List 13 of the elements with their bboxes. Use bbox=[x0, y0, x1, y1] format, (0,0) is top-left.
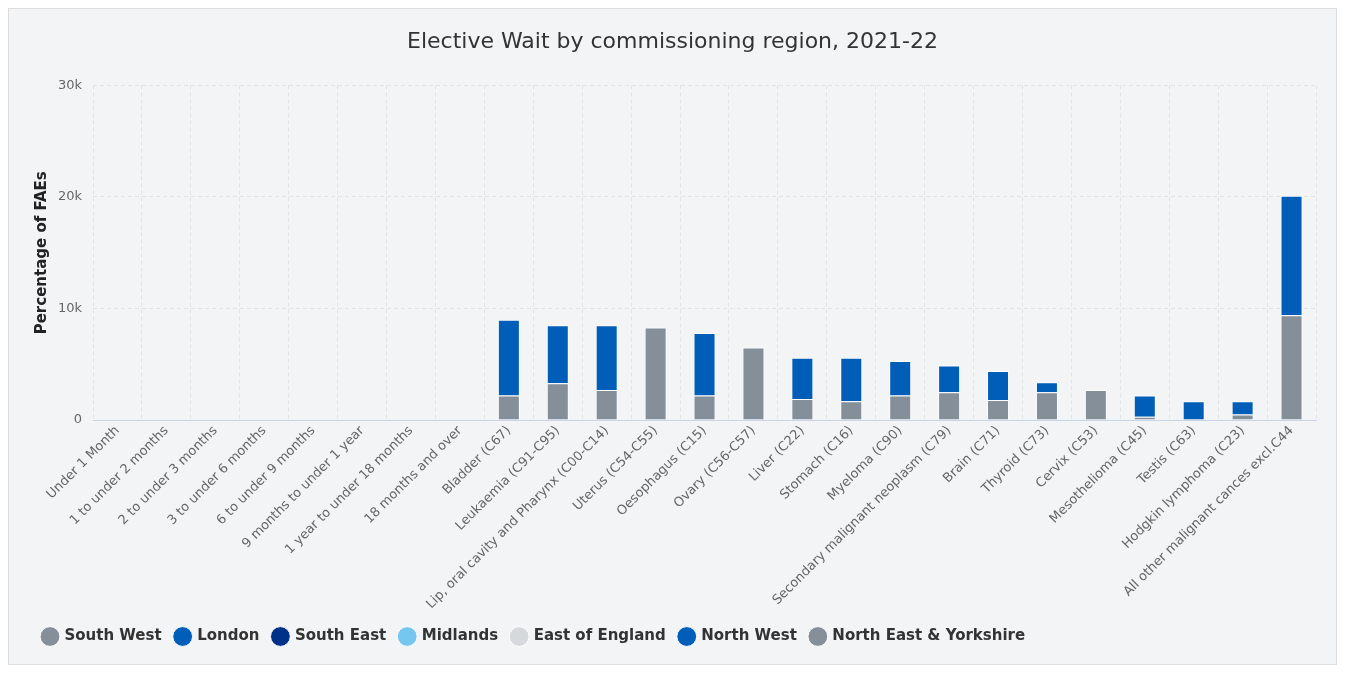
y-tick-label: 20k bbox=[57, 188, 83, 204]
y-tick-label: 10k bbox=[57, 299, 83, 315]
y-tick-label: 30k bbox=[57, 76, 83, 92]
legend-label: East of England bbox=[533, 626, 666, 645]
chart-title: Elective Wait by commissioning region, 2021-22 bbox=[407, 27, 938, 53]
legend-label: London bbox=[197, 626, 260, 645]
legend-label: North West bbox=[701, 626, 797, 645]
y-tick-label: 0 bbox=[73, 411, 83, 427]
legend-label: Midlands bbox=[421, 626, 499, 645]
y-axis-title: Percentage of FAEs bbox=[31, 171, 50, 335]
legend-label: South East bbox=[294, 626, 387, 645]
legend-label: South West bbox=[64, 626, 162, 645]
legend-label: North East & Yorkshire bbox=[832, 626, 1026, 645]
